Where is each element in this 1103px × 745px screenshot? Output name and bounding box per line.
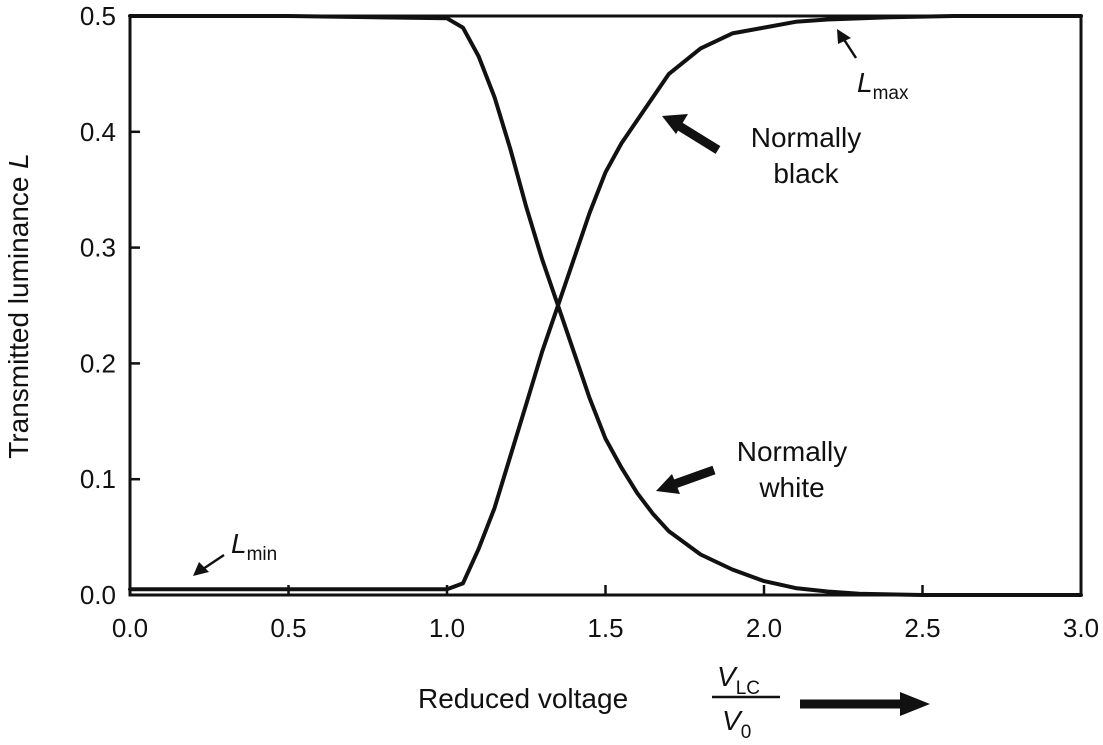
x-tick-label: 1.5 xyxy=(587,613,623,643)
svg-text:Lmax: Lmax xyxy=(857,67,909,104)
x-tick-label: 2.0 xyxy=(746,613,782,643)
x-axis-fraction: VLC V0 xyxy=(712,661,780,743)
series-lines xyxy=(128,14,1083,597)
plot-frame xyxy=(128,14,1083,597)
y-tick-label: 0.5 xyxy=(80,1,116,31)
y-tick-label: 0.0 xyxy=(80,580,116,610)
fraction-numerator: VLC xyxy=(717,661,760,699)
axis-tick-labels: 0.0 0.5 1.0 1.5 2.0 2.5 3.0 0.0 0.1 0.2 0.3 0.4 0.5 xyxy=(80,1,1099,643)
y-axis-title: Transmitted luminance L xyxy=(3,153,34,459)
x-tick-label: 0.0 xyxy=(112,613,148,643)
y-tick-label: 0.2 xyxy=(80,348,116,378)
y-tick-label: 0.3 xyxy=(80,233,116,263)
annotation-lmax: Lmax xyxy=(837,29,909,104)
series-line-normally-white xyxy=(128,14,1083,597)
y-tick-label: 0.4 xyxy=(80,117,116,147)
svg-text:Lmin: Lmin xyxy=(231,528,277,565)
x-axis-arrow xyxy=(800,692,930,716)
y-tick-label: 0.1 xyxy=(80,464,116,494)
x-tick-label: 3.0 xyxy=(1063,613,1099,643)
series-line-normally-black xyxy=(128,14,1083,592)
annotation-normally-white: Normally white xyxy=(656,436,847,503)
fraction-denominator: V0 xyxy=(722,705,751,743)
x-tick-label: 0.5 xyxy=(270,613,306,643)
axis-ticks xyxy=(128,14,1083,597)
x-axis-title: Reduced voltage xyxy=(418,683,628,714)
x-tick-label: 2.5 xyxy=(904,613,940,643)
annotation-normally-black: Normally black xyxy=(662,114,861,189)
x-tick-label: 1.0 xyxy=(429,613,465,643)
annotation-lmin: Lmin xyxy=(193,528,277,576)
